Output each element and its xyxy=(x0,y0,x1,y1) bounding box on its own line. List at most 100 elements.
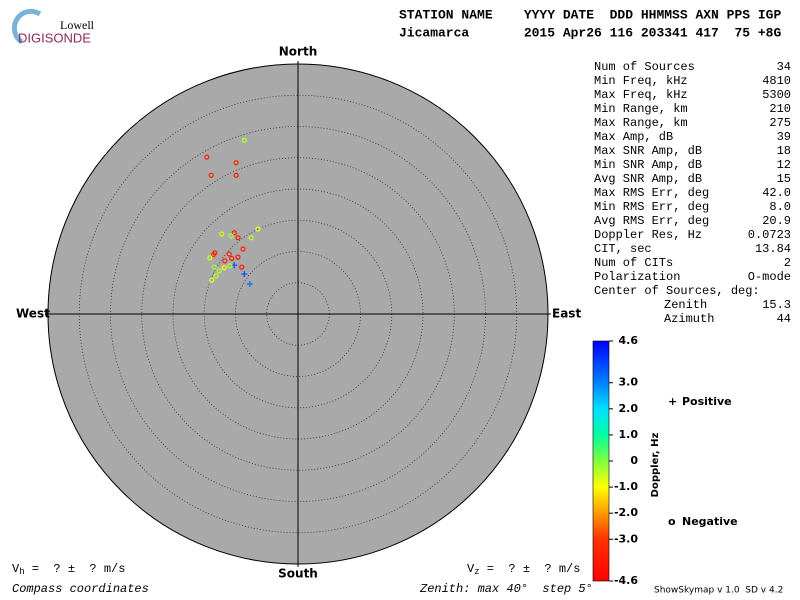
source-positive xyxy=(246,281,253,287)
stat-label: Min RMS Err, deg xyxy=(594,200,709,214)
source-negative xyxy=(213,273,219,279)
source-negative xyxy=(211,264,217,270)
source-negative xyxy=(241,137,247,143)
stats-table: Num of Sources 34 Min Freq, kHz 4810 Max Fre… xyxy=(594,60,791,326)
source-negative xyxy=(240,246,246,252)
stat-label: Num of CITs xyxy=(594,256,673,270)
source-negative xyxy=(233,172,239,178)
stat-label: Num of Sources xyxy=(594,60,695,74)
stat-value: 5300 xyxy=(762,88,791,102)
vz-symbol: V xyxy=(467,562,475,576)
stat-label: Avg RMS Err, deg xyxy=(594,214,709,228)
stat-value: 39 xyxy=(777,130,791,144)
stat-label: Doppler Res, Hz xyxy=(594,228,702,242)
source-negative xyxy=(219,231,225,237)
source-negative xyxy=(233,160,239,166)
source-negative xyxy=(208,172,214,178)
colorbar-tick-label: -3.0 xyxy=(614,532,638,545)
source-negative xyxy=(226,251,232,257)
stat-label: CIT, sec xyxy=(594,242,652,256)
source-negative xyxy=(228,233,234,239)
source-negative xyxy=(229,255,235,261)
zenith-note: Zenith: max 40° step 5° xyxy=(419,582,593,596)
colorbar-tick-label: -4.6 xyxy=(614,574,638,587)
stat-value: 18 xyxy=(777,144,791,158)
source-positive xyxy=(241,271,248,277)
stat-label: Center of Sources, deg: xyxy=(594,284,760,298)
colorbar-tick-label: -1.0 xyxy=(614,480,638,493)
stat-label: Avg SNR Amp, dB xyxy=(594,172,702,186)
source-negative xyxy=(248,235,254,241)
logo-top: Lowell xyxy=(60,18,95,32)
stat-label: Min Range, km xyxy=(594,102,688,116)
source-negative xyxy=(204,154,210,160)
stat-label: Max SNR Amp, dB xyxy=(594,144,702,158)
header-values: Jicamarca 2015 Apr26 116 203341 417 75 +… xyxy=(399,25,781,40)
source-negative xyxy=(227,263,233,269)
stat-label: Azimuth xyxy=(664,312,714,326)
source-negative xyxy=(221,265,227,271)
vh-symbol: V xyxy=(12,562,20,576)
stat-label: Polarization xyxy=(594,270,680,284)
colorbar-tick-label: 4.6 xyxy=(619,334,639,347)
source-negative xyxy=(235,254,241,260)
source-negative xyxy=(209,277,215,283)
source-negative xyxy=(255,226,261,232)
colorbar xyxy=(592,340,610,582)
stat-value: 2 xyxy=(784,256,791,270)
east-label: East xyxy=(552,307,581,321)
stat-value: 15 xyxy=(777,172,791,186)
vz-rest: = ? ± ? m/s xyxy=(480,562,581,576)
colorbar-tick-label: 0 xyxy=(630,454,638,467)
stat-value: 44 xyxy=(777,312,791,326)
stat-value: 42.0 xyxy=(762,186,791,200)
logo-bottom: DIGISONDE xyxy=(18,30,91,45)
legend-marker: + xyxy=(668,395,677,408)
version: ShowSkymap v 1.0 SD v 4.2 xyxy=(654,586,783,596)
source-negative xyxy=(216,268,222,274)
source-negative xyxy=(222,258,228,264)
legend-label: Positive xyxy=(682,395,732,408)
colorbar-tick-label: 1.0 xyxy=(619,428,639,441)
logo-arc xyxy=(11,8,42,45)
legend-marker: o xyxy=(668,515,676,528)
source-negative xyxy=(231,230,237,236)
vz-sub: z xyxy=(474,567,479,577)
vh-sub: h xyxy=(19,567,24,577)
stat-value: 15.3 xyxy=(762,298,791,312)
south-label: South xyxy=(278,567,318,581)
stat-label: Zenith xyxy=(664,298,707,312)
header-labels: STATION NAME YYYY DATE DDD HHMMSS AXN PP… xyxy=(399,7,781,22)
stat-value: 20.9 xyxy=(762,214,791,228)
source-negative xyxy=(235,235,241,241)
stat-value: 13.84 xyxy=(755,242,791,256)
source-negative xyxy=(211,252,217,258)
stat-value: 0.0723 xyxy=(748,228,791,242)
stat-label: Max Freq, kHz xyxy=(594,88,688,102)
stat-value: 4810 xyxy=(762,74,791,88)
vh-text: Vh = ? ± ? m/s xyxy=(12,562,125,577)
colorbar-title: Doppler, Hz xyxy=(650,433,661,498)
stat-value: O-mode xyxy=(748,270,791,284)
source-negative xyxy=(239,264,245,270)
stat-label: Max RMS Err, deg xyxy=(594,186,709,200)
colorbar-tick-label: -2.0 xyxy=(614,506,638,519)
west-label: West xyxy=(16,307,50,321)
source-negative xyxy=(207,255,213,261)
legend-label: Negative xyxy=(682,515,738,528)
vh-rest: = ? ± ? m/s xyxy=(25,562,126,576)
stat-label: Max Amp, dB xyxy=(594,130,673,144)
stat-value: 34 xyxy=(777,60,791,74)
stat-label: Min Freq, kHz xyxy=(594,74,688,88)
colorbar-tick-label: 2.0 xyxy=(619,402,639,415)
stat-label: Min SNR Amp, dB xyxy=(594,158,702,172)
stat-value: 12 xyxy=(777,158,791,172)
vz-text: Vz = ? ± ? m/s xyxy=(467,562,580,577)
north-label: North xyxy=(279,45,317,59)
stat-label: Max Range, km xyxy=(594,116,688,130)
colorbar-tick-label: 3.0 xyxy=(619,376,639,389)
stat-value: 275 xyxy=(769,116,791,130)
stat-value: 210 xyxy=(769,102,791,116)
stat-value: 8.0 xyxy=(769,200,791,214)
